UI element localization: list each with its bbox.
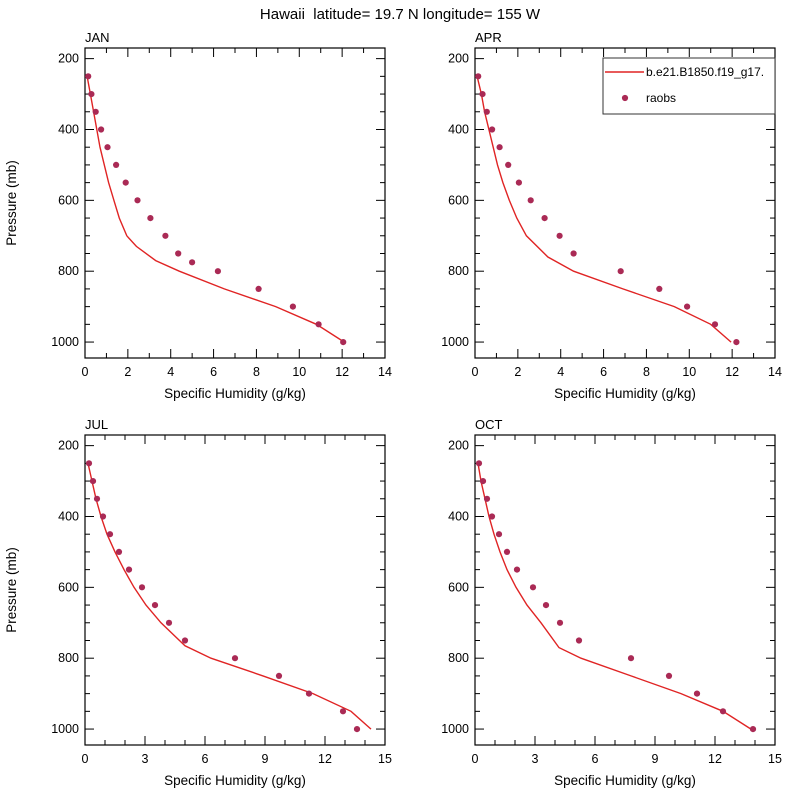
plot-frame [474, 434, 776, 746]
legend-dot-sample [621, 94, 629, 102]
tick-labels: 0 3 6 9 12 15 200 400 600 800 1000 [51, 439, 392, 766]
raobs-dots [475, 460, 757, 733]
axis-ticks [474, 435, 776, 745]
x-tick-label: 8 [643, 365, 650, 379]
y-tick-label: 800 [448, 264, 469, 278]
x-tick-label: 12 [318, 752, 332, 766]
y-tick-label: 800 [58, 651, 79, 665]
y-tick-label: 600 [448, 580, 469, 594]
panel-title: JUL [85, 417, 108, 432]
raobs-dots [85, 460, 361, 733]
x-tick-label: 6 [210, 365, 217, 379]
x-tick-label: 0 [82, 752, 89, 766]
panel-title: APR [475, 30, 502, 45]
y-tick-label: 1000 [441, 335, 469, 349]
model-line [87, 463, 372, 730]
x-tick-label: 15 [378, 752, 392, 766]
panel-title: JAN [85, 30, 110, 45]
figure-title: Hawaii latitude= 19.7 N longitude= 155 W [259, 6, 541, 23]
y-tick-label: 400 [448, 509, 469, 523]
y-tick-label: 600 [58, 580, 79, 594]
x-tick-label: 6 [592, 752, 599, 766]
x-tick-label: 4 [167, 365, 174, 379]
x-axis-label: Specific Humidity (g/kg) [164, 386, 306, 401]
x-tick-label: 12 [725, 365, 739, 379]
tick-labels: 0 3 6 9 12 15 200 400 600 800 1000 [441, 439, 782, 766]
tick-labels: 0 2 4 6 8 10 12 14 200 400 600 800 1000 [51, 52, 392, 379]
legend-model-label: b.e21.B1850.f19_g17. [646, 65, 764, 79]
x-tick-label: 0 [472, 752, 479, 766]
x-tick-label: 6 [600, 365, 607, 379]
x-tick-label: 10 [292, 365, 306, 379]
legend: b.e21.B1850.f19_g17.raobs [602, 57, 776, 115]
x-tick-label: 3 [532, 752, 539, 766]
x-tick-label: 0 [472, 365, 479, 379]
x-tick-label: 2 [124, 365, 131, 379]
legend-raobs-label: raobs [646, 91, 676, 105]
plot-frame [84, 47, 386, 359]
y-tick-label: 200 [58, 52, 79, 66]
y-tick-label: 1000 [441, 722, 469, 736]
plot-frame [84, 434, 386, 746]
panel-apr: 0 2 4 6 8 10 12 14 200 400 600 800 1000 APR Specific H… [441, 30, 782, 401]
y-tick-label: 600 [448, 193, 469, 207]
panel-jan: 0 2 4 6 8 10 12 14 200 400 600 800 1000 JAN Specific H… [4, 30, 392, 401]
x-axis-label: Specific Humidity (g/kg) [164, 773, 306, 788]
y-tick-label: 1000 [51, 722, 79, 736]
x-tick-label: 6 [202, 752, 209, 766]
x-tick-label: 9 [652, 752, 659, 766]
y-tick-label: 800 [448, 651, 469, 665]
x-tick-label: 4 [557, 365, 564, 379]
x-axis-label: Specific Humidity (g/kg) [554, 773, 696, 788]
x-tick-label: 2 [514, 365, 521, 379]
y-axis-label: Pressure (mb) [4, 160, 19, 246]
x-axis-label: Specific Humidity (g/kg) [554, 386, 696, 401]
tick-labels: 0 2 4 6 8 10 12 14 200 400 600 800 1000 [441, 52, 782, 379]
x-tick-label: 9 [262, 752, 269, 766]
legend-box [602, 57, 776, 115]
raobs-dots [85, 73, 347, 346]
x-tick-label: 12 [708, 752, 722, 766]
y-tick-label: 200 [58, 439, 79, 453]
raobs-dots [475, 73, 740, 346]
x-tick-label: 3 [142, 752, 149, 766]
axis-ticks [474, 48, 776, 358]
y-tick-label: 400 [58, 122, 79, 136]
y-tick-label: 800 [58, 264, 79, 278]
x-tick-label: 14 [768, 365, 782, 379]
y-tick-label: 400 [58, 509, 79, 523]
model-line [476, 76, 732, 343]
panel-oct: 0 3 6 9 12 15 200 400 600 800 1000 OCT Specific Humi… [441, 417, 782, 788]
y-axis-label: Pressure (mb) [4, 547, 19, 633]
model-line [477, 463, 752, 730]
y-tick-label: 1000 [51, 335, 79, 349]
y-tick-label: 200 [448, 52, 469, 66]
plot-frame [474, 47, 776, 359]
y-tick-label: 400 [448, 122, 469, 136]
y-tick-label: 200 [448, 439, 469, 453]
x-tick-label: 10 [682, 365, 696, 379]
axis-ticks [84, 435, 386, 745]
x-tick-label: 0 [82, 365, 89, 379]
panel-title: OCT [475, 417, 503, 432]
y-tick-label: 600 [58, 193, 79, 207]
x-tick-label: 12 [335, 365, 349, 379]
x-tick-label: 15 [768, 752, 782, 766]
panel-jul: 0 3 6 9 12 15 200 400 600 800 1000 JUL Specific Humi… [4, 417, 392, 788]
x-tick-label: 14 [378, 365, 392, 379]
x-tick-label: 8 [253, 365, 260, 379]
axis-ticks [84, 48, 386, 358]
model-line [86, 76, 345, 343]
